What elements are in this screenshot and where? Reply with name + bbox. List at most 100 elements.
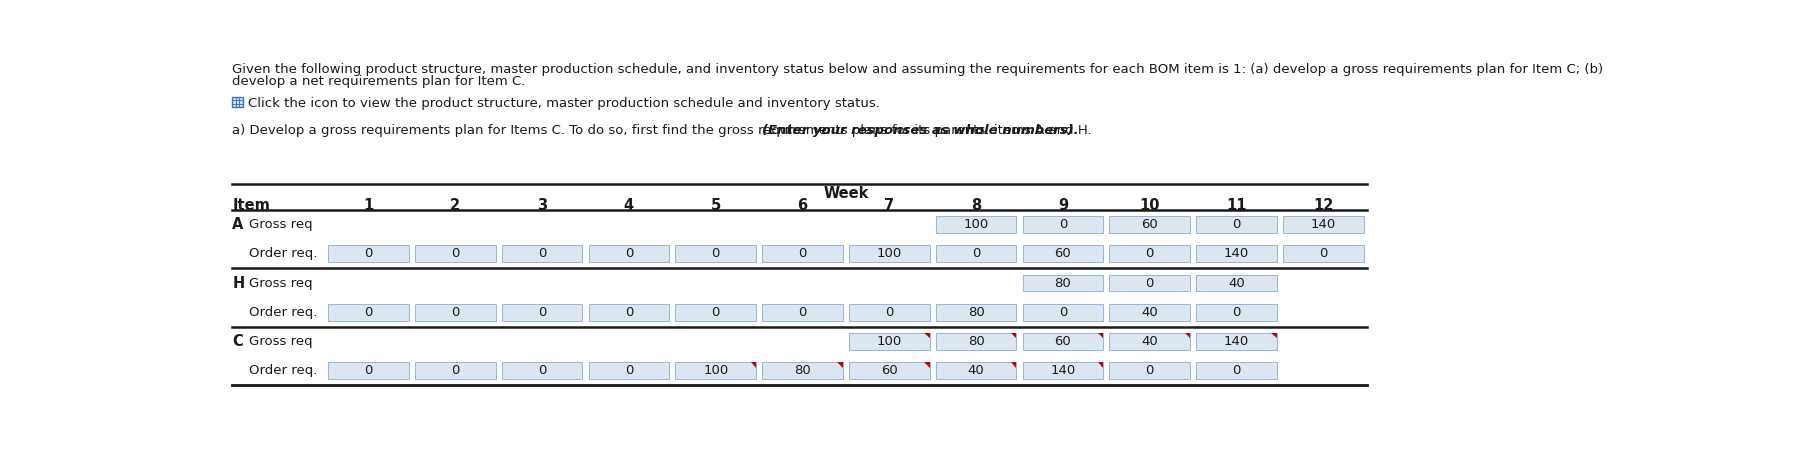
Text: 0: 0 [451, 306, 460, 319]
FancyBboxPatch shape [503, 362, 582, 379]
FancyBboxPatch shape [1195, 216, 1276, 233]
Text: C: C [232, 334, 242, 349]
Text: 0: 0 [364, 364, 373, 377]
Polygon shape [1099, 333, 1104, 338]
Text: 60: 60 [881, 364, 898, 377]
Text: 0: 0 [1145, 247, 1154, 260]
Text: Gross req: Gross req [250, 218, 312, 231]
FancyBboxPatch shape [1023, 245, 1104, 262]
Text: 7: 7 [885, 198, 894, 212]
Text: Given the following product structure, master production schedule, and inventory: Given the following product structure, m… [232, 63, 1603, 76]
FancyBboxPatch shape [1023, 362, 1104, 379]
Text: 60: 60 [1054, 335, 1072, 348]
Text: 0: 0 [538, 247, 546, 260]
Text: 0: 0 [711, 247, 720, 260]
Text: 2: 2 [451, 198, 460, 212]
FancyBboxPatch shape [1109, 304, 1190, 321]
Text: 0: 0 [625, 247, 634, 260]
Text: Item: Item [232, 198, 269, 212]
FancyBboxPatch shape [1109, 245, 1190, 262]
Text: 140: 140 [1224, 247, 1249, 260]
FancyBboxPatch shape [1283, 216, 1364, 233]
Text: 0: 0 [364, 306, 373, 319]
Text: 60: 60 [1054, 247, 1072, 260]
Text: 0: 0 [538, 306, 546, 319]
Text: 0: 0 [625, 364, 634, 377]
FancyBboxPatch shape [328, 245, 409, 262]
Polygon shape [838, 362, 844, 368]
FancyBboxPatch shape [589, 304, 670, 321]
Text: 11: 11 [1226, 198, 1248, 212]
Text: 1: 1 [363, 198, 373, 212]
FancyBboxPatch shape [763, 304, 844, 321]
Polygon shape [1271, 333, 1276, 338]
Text: 100: 100 [704, 364, 729, 377]
Text: H: H [232, 276, 244, 291]
Text: 100: 100 [876, 247, 901, 260]
Text: 80: 80 [968, 335, 984, 348]
Text: 0: 0 [885, 306, 894, 319]
FancyBboxPatch shape [763, 245, 844, 262]
Text: 0: 0 [1233, 306, 1240, 319]
Polygon shape [924, 333, 930, 338]
FancyBboxPatch shape [415, 362, 495, 379]
Text: 9: 9 [1057, 198, 1068, 212]
Polygon shape [1011, 362, 1016, 368]
FancyBboxPatch shape [1195, 333, 1276, 350]
Text: a) Develop a gross requirements plan for Items C. To do so, first find the gross: a) Develop a gross requirements plan for… [232, 125, 1097, 137]
FancyBboxPatch shape [675, 362, 756, 379]
FancyBboxPatch shape [415, 304, 495, 321]
Text: 140: 140 [1310, 218, 1335, 231]
FancyBboxPatch shape [675, 304, 756, 321]
Polygon shape [1185, 333, 1190, 338]
Text: 5: 5 [711, 198, 722, 212]
FancyBboxPatch shape [1023, 216, 1104, 233]
Polygon shape [924, 362, 930, 368]
FancyBboxPatch shape [763, 362, 844, 379]
Text: Gross req: Gross req [250, 335, 312, 348]
Text: 100: 100 [876, 335, 901, 348]
FancyBboxPatch shape [1195, 362, 1276, 379]
FancyBboxPatch shape [849, 333, 930, 350]
FancyBboxPatch shape [589, 362, 670, 379]
Text: A: A [232, 217, 244, 232]
Text: Gross req: Gross req [250, 277, 312, 289]
Text: Click the icon to view the product structure, master production schedule and inv: Click the icon to view the product struc… [248, 97, 880, 110]
FancyBboxPatch shape [1195, 245, 1276, 262]
Polygon shape [1099, 362, 1104, 368]
Text: 60: 60 [1142, 218, 1158, 231]
Text: 0: 0 [711, 306, 720, 319]
FancyBboxPatch shape [935, 245, 1016, 262]
FancyBboxPatch shape [1283, 245, 1364, 262]
FancyBboxPatch shape [935, 304, 1016, 321]
Text: 0: 0 [451, 247, 460, 260]
Text: 0: 0 [1233, 364, 1240, 377]
FancyBboxPatch shape [415, 245, 495, 262]
FancyBboxPatch shape [935, 362, 1016, 379]
Polygon shape [1011, 333, 1016, 338]
FancyBboxPatch shape [1109, 362, 1190, 379]
Text: 140: 140 [1224, 335, 1249, 348]
FancyBboxPatch shape [1023, 333, 1104, 350]
FancyBboxPatch shape [1109, 333, 1190, 350]
FancyBboxPatch shape [503, 245, 582, 262]
Text: 0: 0 [1059, 218, 1066, 231]
Text: 40: 40 [968, 364, 984, 377]
Text: 80: 80 [793, 364, 811, 377]
Text: Order req.: Order req. [250, 247, 318, 260]
Text: 0: 0 [625, 306, 634, 319]
Text: 40: 40 [1142, 335, 1158, 348]
Text: 3: 3 [537, 198, 547, 212]
Text: 12: 12 [1314, 198, 1334, 212]
FancyBboxPatch shape [935, 216, 1016, 233]
FancyBboxPatch shape [1195, 275, 1276, 292]
Text: Week: Week [824, 186, 869, 201]
Text: 0: 0 [1059, 306, 1066, 319]
Text: 0: 0 [1319, 247, 1328, 260]
FancyBboxPatch shape [849, 304, 930, 321]
Text: 0: 0 [451, 364, 460, 377]
Text: (Enter your responses as whole numbers).: (Enter your responses as whole numbers). [761, 125, 1079, 137]
Text: 40: 40 [1142, 306, 1158, 319]
Text: 6: 6 [797, 198, 808, 212]
FancyBboxPatch shape [328, 304, 409, 321]
